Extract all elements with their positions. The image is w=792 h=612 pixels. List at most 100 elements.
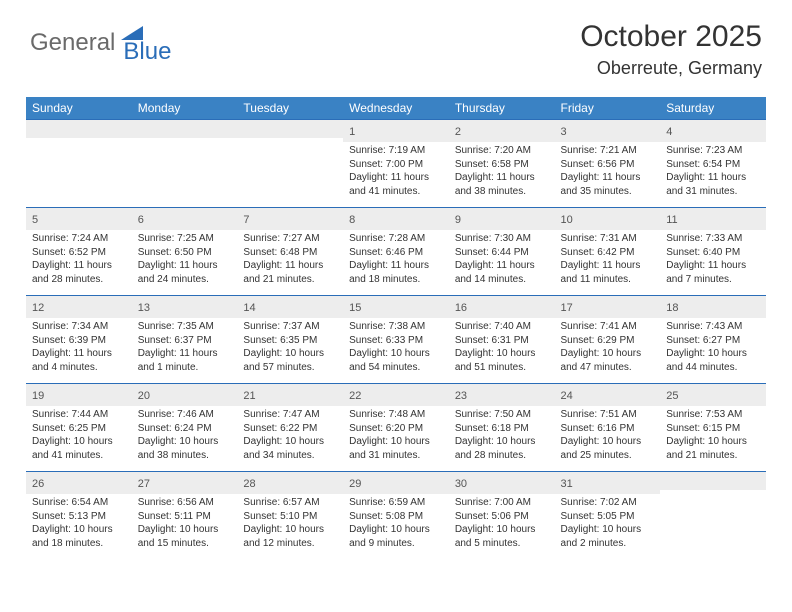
- day-number: 18: [666, 302, 678, 314]
- calendar-day-cell: 19 Sunrise: 7:44 AMSunset: 6:25 PMDayligh…: [26, 384, 132, 472]
- day-number: 1: [349, 126, 355, 138]
- day-details: Sunrise: 7:19 AMSunset: 7:00 PMDaylight:…: [343, 142, 449, 202]
- day-details: Sunrise: 7:27 AMSunset: 6:48 PMDaylight:…: [237, 230, 343, 290]
- calendar-day-cell: 10 Sunrise: 7:31 AMSunset: 6:42 PMDayligh…: [555, 208, 661, 296]
- calendar-day-cell: 30Sunrise: 7:00 AMSunset: 5:06 PMDayligh…: [449, 472, 555, 560]
- day-number: 23: [455, 390, 467, 402]
- day-details: Sunrise: 7:47 AMSunset: 6:22 PMDaylight:…: [237, 406, 343, 466]
- weekday-header: Sunday: [26, 97, 132, 120]
- day-number: 12: [32, 302, 44, 314]
- location: Oberreute, Germany: [580, 58, 762, 79]
- day-number: 27: [138, 478, 150, 490]
- title-block: October 2025 Oberreute, Germany: [580, 20, 762, 79]
- calendar-table: SundayMondayTuesdayWednesdayThursdayFrid…: [26, 97, 766, 560]
- day-number: 10: [561, 214, 573, 226]
- day-details: Sunrise: 7:28 AMSunset: 6:46 PMDaylight:…: [343, 230, 449, 290]
- calendar-header-row: SundayMondayTuesdayWednesdayThursdayFrid…: [26, 97, 766, 120]
- calendar-day-cell: [237, 120, 343, 208]
- day-number: 26: [32, 478, 44, 490]
- day-details: Sunrise: 7:43 AMSunset: 6:27 PMDaylight:…: [660, 318, 766, 378]
- day-details: Sunrise: 7:31 AMSunset: 6:42 PMDaylight:…: [555, 230, 661, 290]
- calendar-day-cell: 20 Sunrise: 7:46 AMSunset: 6:24 PMDayligh…: [132, 384, 238, 472]
- day-number: 2: [455, 126, 461, 138]
- weekday-header: Friday: [555, 97, 661, 120]
- day-details: Sunrise: 7:46 AMSunset: 6:24 PMDaylight:…: [132, 406, 238, 466]
- day-number: 21: [243, 390, 255, 402]
- day-details: Sunrise: 7:25 AMSunset: 6:50 PMDaylight:…: [132, 230, 238, 290]
- day-details: Sunrise: 7:21 AMSunset: 6:56 PMDaylight:…: [555, 142, 661, 202]
- day-number: 20: [138, 390, 150, 402]
- day-number: 6: [138, 214, 144, 226]
- calendar-day-cell: 13Sunrise: 7:35 AMSunset: 6:37 PMDayligh…: [132, 296, 238, 384]
- day-number: 14: [243, 302, 255, 314]
- calendar-day-cell: 11 Sunrise: 7:33 AMSunset: 6:40 PMDayligh…: [660, 208, 766, 296]
- day-details: Sunrise: 6:56 AMSunset: 5:11 PMDaylight:…: [132, 494, 238, 554]
- calendar-day-cell: [132, 120, 238, 208]
- calendar-day-cell: [26, 120, 132, 208]
- calendar-day-cell: 18 Sunrise: 7:43 AMSunset: 6:27 PMDayligh…: [660, 296, 766, 384]
- day-details: Sunrise: 7:50 AMSunset: 6:18 PMDaylight:…: [449, 406, 555, 466]
- day-details: Sunrise: 7:40 AMSunset: 6:31 PMDaylight:…: [449, 318, 555, 378]
- day-number: 16: [455, 302, 467, 314]
- calendar-day-cell: 1 Sunrise: 7:19 AMSunset: 7:00 PMDaylight…: [343, 120, 449, 208]
- calendar-day-cell: 16 Sunrise: 7:40 AMSunset: 6:31 PMDayligh…: [449, 296, 555, 384]
- weekday-header: Tuesday: [237, 97, 343, 120]
- weekday-header: Monday: [132, 97, 238, 120]
- calendar-day-cell: 8 Sunrise: 7:28 AMSunset: 6:46 PMDaylight…: [343, 208, 449, 296]
- calendar-day-cell: 9Sunrise: 7:30 AMSunset: 6:44 PMDaylight…: [449, 208, 555, 296]
- calendar-day-cell: 28 Sunrise: 6:57 AMSunset: 5:10 PMDayligh…: [237, 472, 343, 560]
- day-number: 11: [666, 214, 677, 226]
- calendar-day-cell: [660, 472, 766, 560]
- calendar-day-cell: 21 Sunrise: 7:47 AMSunset: 6:22 PMDayligh…: [237, 384, 343, 472]
- calendar-day-cell: 17 Sunrise: 7:41 AMSunset: 6:29 PMDayligh…: [555, 296, 661, 384]
- day-details: Sunrise: 6:57 AMSunset: 5:10 PMDaylight:…: [237, 494, 343, 554]
- calendar-day-cell: 29Sunrise: 6:59 AMSunset: 5:08 PMDayligh…: [343, 472, 449, 560]
- calendar-day-cell: 3 Sunrise: 7:21 AMSunset: 6:56 PMDaylight…: [555, 120, 661, 208]
- day-details: Sunrise: 7:23 AMSunset: 6:54 PMDaylight:…: [660, 142, 766, 202]
- logo-text-blue: Blue: [123, 38, 171, 66]
- calendar-body: 1 Sunrise: 7:19 AMSunset: 7:00 PMDaylight…: [26, 120, 766, 560]
- calendar-day-cell: 23 Sunrise: 7:50 AMSunset: 6:18 PMDayligh…: [449, 384, 555, 472]
- day-details: Sunrise: 6:59 AMSunset: 5:08 PMDaylight:…: [343, 494, 449, 554]
- day-details: Sunrise: 7:53 AMSunset: 6:15 PMDaylight:…: [660, 406, 766, 466]
- logo: General Blue: [30, 20, 171, 66]
- calendar-week-row: 19 Sunrise: 7:44 AMSunset: 6:25 PMDayligh…: [26, 384, 766, 472]
- day-number: 3: [561, 126, 567, 138]
- day-details: Sunrise: 7:38 AMSunset: 6:33 PMDaylight:…: [343, 318, 449, 378]
- day-details: Sunrise: 7:37 AMSunset: 6:35 PMDaylight:…: [237, 318, 343, 378]
- day-details: Sunrise: 7:44 AMSunset: 6:25 PMDaylight:…: [26, 406, 132, 466]
- day-number: 19: [32, 390, 44, 402]
- day-number: 8: [349, 214, 355, 226]
- calendar-day-cell: 22Sunrise: 7:48 AMSunset: 6:20 PMDayligh…: [343, 384, 449, 472]
- header: General Blue October 2025 Oberreute, Ger…: [0, 0, 792, 89]
- day-number: 30: [455, 478, 467, 490]
- day-details: Sunrise: 7:02 AMSunset: 5:05 PMDaylight:…: [555, 494, 661, 554]
- calendar-day-cell: 7Sunrise: 7:27 AMSunset: 6:48 PMDaylight…: [237, 208, 343, 296]
- day-number: 13: [138, 302, 150, 314]
- day-number: 17: [561, 302, 573, 314]
- day-number: 9: [455, 214, 461, 226]
- weekday-header: Wednesday: [343, 97, 449, 120]
- calendar-week-row: 1 Sunrise: 7:19 AMSunset: 7:00 PMDaylight…: [26, 120, 766, 208]
- calendar-day-cell: 14 Sunrise: 7:37 AMSunset: 6:35 PMDayligh…: [237, 296, 343, 384]
- calendar-day-cell: 26 Sunrise: 6:54 AMSunset: 5:13 PMDayligh…: [26, 472, 132, 560]
- day-number: 4: [666, 126, 672, 138]
- month-title: October 2025: [580, 20, 762, 54]
- calendar-day-cell: 6 Sunrise: 7:25 AMSunset: 6:50 PMDaylight…: [132, 208, 238, 296]
- calendar-week-row: 5 Sunrise: 7:24 AMSunset: 6:52 PMDaylight…: [26, 208, 766, 296]
- calendar-day-cell: 5 Sunrise: 7:24 AMSunset: 6:52 PMDaylight…: [26, 208, 132, 296]
- day-details: Sunrise: 7:33 AMSunset: 6:40 PMDaylight:…: [660, 230, 766, 290]
- day-number: 28: [243, 478, 255, 490]
- calendar-day-cell: 12Sunrise: 7:34 AMSunset: 6:39 PMDayligh…: [26, 296, 132, 384]
- calendar-day-cell: 4 Sunrise: 7:23 AMSunset: 6:54 PMDaylight…: [660, 120, 766, 208]
- day-number: 5: [32, 214, 38, 226]
- calendar-week-row: 26 Sunrise: 6:54 AMSunset: 5:13 PMDayligh…: [26, 472, 766, 560]
- day-number: 15: [349, 302, 361, 314]
- day-details: Sunrise: 6:54 AMSunset: 5:13 PMDaylight:…: [26, 494, 132, 554]
- calendar-day-cell: 24Sunrise: 7:51 AMSunset: 6:16 PMDayligh…: [555, 384, 661, 472]
- day-number: 25: [666, 390, 678, 402]
- weekday-header: Saturday: [660, 97, 766, 120]
- day-details: Sunrise: 7:41 AMSunset: 6:29 PMDaylight:…: [555, 318, 661, 378]
- day-details: Sunrise: 7:24 AMSunset: 6:52 PMDaylight:…: [26, 230, 132, 290]
- day-details: Sunrise: 7:51 AMSunset: 6:16 PMDaylight:…: [555, 406, 661, 466]
